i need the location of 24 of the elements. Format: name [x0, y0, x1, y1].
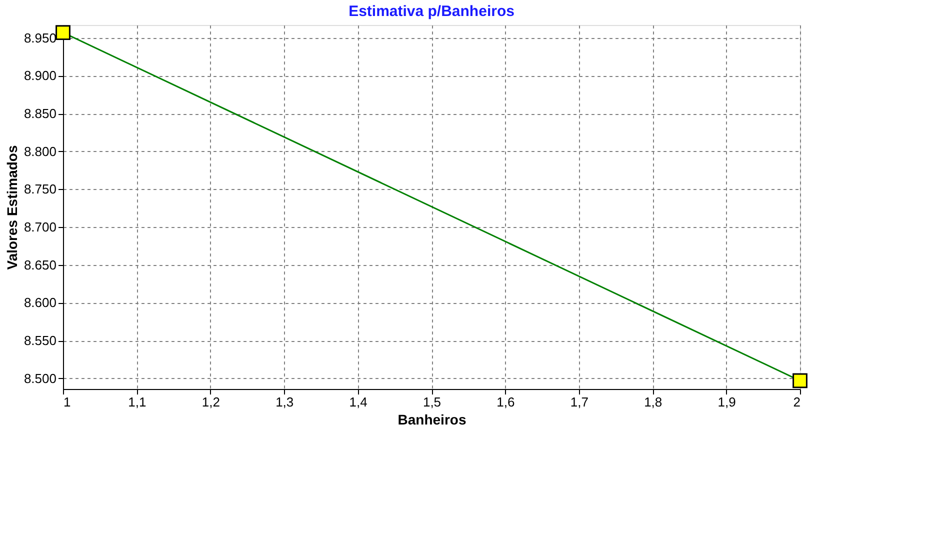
y-tick-label: 8.800 [24, 144, 56, 159]
y-tick-label: 8.750 [24, 182, 56, 197]
x-tick-label: 1,6 [496, 394, 515, 410]
x-tick-label: 1,8 [644, 394, 662, 410]
y-tick-label: 8.700 [24, 220, 56, 235]
x-axis-title: Banheiros [398, 412, 466, 428]
x-tick-label: 1,5 [422, 394, 442, 410]
y-tick-label: 8.600 [24, 295, 56, 310]
y-tick-label: 8.650 [24, 257, 56, 272]
x-tick-label: 1,3 [276, 394, 294, 410]
x-tick-label: 1,2 [202, 394, 220, 410]
y-tick-label: 8.950 [24, 30, 56, 46]
x-tick-label: 1 [64, 394, 71, 410]
x-tick-label: 2 [793, 394, 800, 410]
chart-title: Estimativa p/Banheiros [348, 2, 514, 20]
y-tick-label: 8.500 [24, 370, 56, 386]
x-tick-label: 1,7 [570, 394, 588, 410]
y-tick-label: 8.900 [24, 68, 56, 84]
x-tick-label: 1,1 [128, 394, 146, 410]
y-tick-label: 8.850 [24, 106, 56, 122]
y-axis-title: Valores Estimados [4, 145, 20, 270]
x-tick-label: 1,4 [349, 394, 368, 410]
y-tick-label: 8.550 [24, 333, 56, 348]
x-tick-label: 1,9 [718, 394, 736, 410]
